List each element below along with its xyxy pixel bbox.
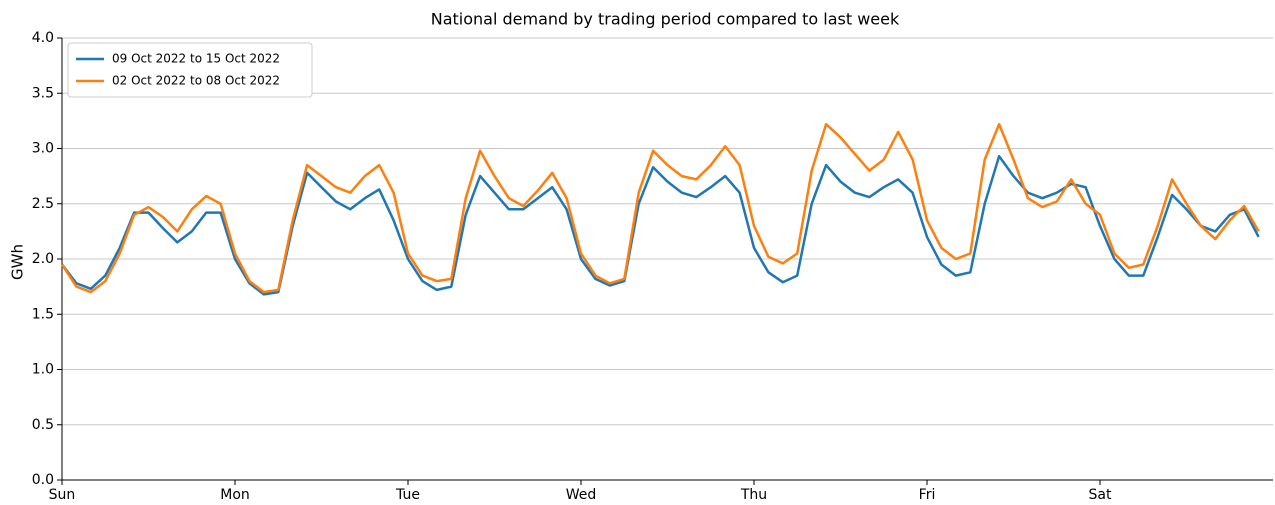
y-tick-label: 1.5: [32, 306, 54, 322]
y-tick-label: 0.5: [32, 417, 54, 433]
y-tick-label: 4.0: [32, 30, 54, 46]
y-tick-label: 3.5: [32, 85, 54, 101]
y-tick-label: 3.0: [32, 141, 54, 157]
y-tick-label: 0.0: [32, 472, 54, 488]
y-tick-label: 2.5: [32, 196, 54, 212]
y-axis-label: GWh: [9, 244, 27, 280]
x-tick-label: Thu: [740, 487, 767, 503]
series-line: [60, 122, 1260, 294]
chart-title: National demand by trading period compar…: [431, 10, 900, 29]
x-tick-label: Wed: [566, 487, 597, 503]
legend-label: 09 Oct 2022 to 15 Oct 2022: [112, 52, 280, 66]
x-tick-label: Sun: [49, 487, 76, 503]
legend-box: [67, 42, 313, 98]
x-tick-label: Fri: [919, 487, 936, 503]
legend: 09 Oct 2022 to 15 Oct 2022 02 Oct 2022 to…: [67, 42, 313, 98]
legend-label: 02 Oct 2022 to 08 Oct 2022: [112, 74, 280, 88]
x-tick-label: Tue: [395, 487, 420, 503]
y-tick-label: 1.0: [32, 362, 54, 378]
x-tick-label: Mon: [220, 487, 250, 503]
y-tick-label: 2.0: [32, 251, 54, 267]
series-line: [61, 154, 1260, 296]
x-tick-label: Sat: [1089, 487, 1112, 503]
